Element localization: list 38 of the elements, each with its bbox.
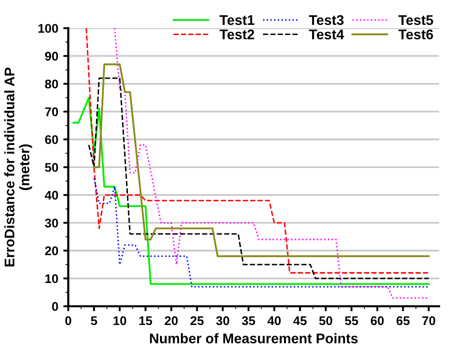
x-tick-label: 5 — [90, 316, 98, 326]
y-tick-label: 40 — [44, 190, 58, 200]
y-tick-label: 0 — [52, 302, 58, 311]
x-tick-label: 65 — [396, 316, 410, 326]
legend-label: Test4 — [309, 30, 344, 40]
x-axis-title: Number of Measurement Points — [150, 333, 358, 344]
x-tick-label: 35 — [242, 316, 256, 326]
y-tick-label: 50 — [45, 163, 58, 172]
line-series — [72, 96, 430, 285]
x-tick-label: 10 — [114, 316, 126, 326]
x-tick-label: 55 — [344, 316, 358, 326]
legend-label: Test5 — [398, 15, 434, 25]
legend-label: Test6 — [398, 29, 434, 40]
x-tick-label: 20 — [164, 316, 178, 326]
y-tick-label: 10 — [45, 274, 58, 284]
x-tick-label: 0 — [65, 316, 72, 326]
x-tick-label: 15 — [139, 316, 152, 326]
y-axis-title: ErroDistance for individual AP (meter) — [4, 68, 32, 266]
legend-label: Test2 — [220, 29, 254, 40]
y-tick-label: 70 — [45, 107, 58, 116]
y-tick-label: 60 — [45, 135, 58, 144]
line-series — [93, 178, 430, 288]
line-series — [93, 63, 430, 258]
x-tick-label: 60 — [370, 316, 384, 326]
x-tick-label: 70 — [422, 316, 436, 326]
x-tick-label: 45 — [293, 316, 307, 326]
y-tick-label: 100 — [38, 24, 58, 33]
y-tick-label: 80 — [45, 80, 58, 88]
y-tick-label: 20 — [45, 246, 58, 256]
x-tick-label: 50 — [319, 316, 332, 326]
legend-label: Test3 — [309, 15, 344, 26]
legend-label: Test1 — [220, 15, 254, 25]
y-tick-label: 30 — [44, 218, 58, 228]
x-tick-label: 40 — [268, 316, 281, 326]
x-tick-label: 30 — [216, 316, 230, 326]
line-series — [88, 78, 430, 280]
x-tick-label: 25 — [190, 316, 204, 326]
y-tick-label: 90 — [45, 52, 58, 61]
